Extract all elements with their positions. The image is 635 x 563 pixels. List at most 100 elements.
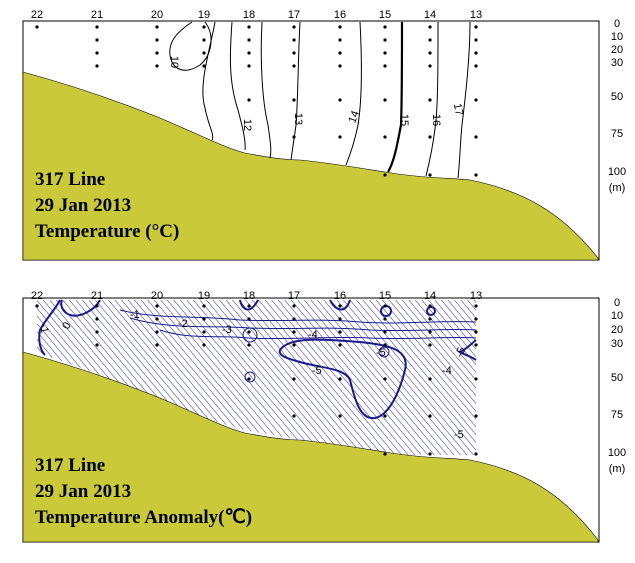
p1-station-label: 18 <box>243 9 255 21</box>
sample-dot <box>247 25 251 29</box>
panel1-depth-axis: 0 10 20 30 50 75 100 (m) <box>608 18 626 194</box>
sample-dot <box>383 452 387 456</box>
p1-station-label: 15 <box>379 9 391 21</box>
sample-dot <box>383 343 387 347</box>
sample-dot <box>338 343 342 347</box>
sample-dot <box>292 330 296 334</box>
sample-dot <box>247 38 251 42</box>
p2-contour-label: 0 <box>60 320 73 331</box>
sample-dot <box>474 64 478 68</box>
sample-dot <box>338 330 342 334</box>
p2-contour-label: -4 <box>442 365 452 377</box>
panel1-seafloor-land <box>22 71 599 261</box>
sample-dot <box>247 51 251 55</box>
panel2-sample-dots <box>35 304 478 456</box>
sample-dot <box>95 25 99 29</box>
sample-dot <box>428 343 432 347</box>
sample-dot <box>292 317 296 321</box>
sample-dot <box>292 304 296 308</box>
sample-dot <box>95 343 99 347</box>
panel1-sample-dots <box>35 25 478 177</box>
sample-dot <box>202 38 206 42</box>
p2-depth-unit: (m) <box>609 463 626 475</box>
sample-dot <box>292 414 296 418</box>
sample-dot <box>155 64 159 68</box>
p2-station-label: 13 <box>470 290 482 302</box>
sample-dot <box>247 317 251 321</box>
p2-contour-label: -5 <box>454 346 469 359</box>
sample-dot <box>383 317 387 321</box>
panel1-contour-labels: 10 12 13 14 15 16 17 <box>168 56 465 131</box>
sample-dot <box>338 38 342 42</box>
sample-dot <box>383 173 387 177</box>
panel2-seafloor-land <box>22 351 599 543</box>
sample-dot <box>95 317 99 321</box>
sample-dot <box>428 98 432 102</box>
p2-depth-tick: 75 <box>611 409 623 421</box>
sample-dot <box>338 25 342 29</box>
sample-dot <box>428 173 432 177</box>
sample-dot <box>428 25 432 29</box>
sample-dot <box>383 414 387 418</box>
p1-contour-label: 13 <box>292 113 304 125</box>
sample-dot <box>383 51 387 55</box>
sample-dot <box>155 317 159 321</box>
p1-station-label: 13 <box>470 9 482 21</box>
sample-dot <box>338 98 342 102</box>
sample-dot <box>428 317 432 321</box>
p1-station-label: 16 <box>334 9 346 21</box>
p1-station-label: 20 <box>151 9 163 21</box>
sample-dot <box>292 25 296 29</box>
sample-dot <box>292 98 296 102</box>
p1-contour-label: 10 <box>168 56 180 68</box>
sample-dot <box>202 304 206 308</box>
p2-contour-label: -5 <box>376 347 386 359</box>
sample-dot <box>474 135 478 139</box>
panel2-station-labels: 22 21 20 19 18 17 16 15 14 13 <box>31 290 482 302</box>
p1-title-line2: 29 Jan 2013 <box>35 195 131 216</box>
p1-depth-tick: 10 <box>611 31 623 43</box>
p2-station-label: 22 <box>31 290 43 302</box>
p2-station-label: 14 <box>424 290 436 302</box>
p1-station-label: 22 <box>31 9 43 21</box>
p1-depth-tick: 50 <box>611 91 623 103</box>
p2-depth-tick: 100 <box>608 447 626 459</box>
sample-dot <box>338 64 342 68</box>
sample-dot <box>247 330 251 334</box>
p1-title-line1: 317 Line <box>35 169 105 190</box>
sample-dot <box>155 51 159 55</box>
sample-dot <box>247 343 251 347</box>
p2-station-label: 20 <box>151 290 163 302</box>
panel2-depth-axis: 0 10 20 30 50 75 100 (m) <box>608 297 626 475</box>
p1-depth-tick: 0 <box>614 18 620 30</box>
p1-title-line3: Temperature (°C) <box>35 221 179 242</box>
sample-dot <box>428 414 432 418</box>
sample-dot <box>474 317 478 321</box>
p2-depth-tick: 20 <box>611 324 623 336</box>
sample-dot <box>474 330 478 334</box>
p1-depth-tick: 20 <box>611 44 623 56</box>
p1-depth-unit: (m) <box>609 182 626 194</box>
sample-dot <box>247 304 251 308</box>
sample-dot <box>292 51 296 55</box>
p2-depth-tick: 50 <box>611 372 623 384</box>
sample-dot <box>95 304 99 308</box>
p2-depth-tick: 10 <box>611 310 623 322</box>
sample-dot <box>474 377 478 381</box>
sample-dot <box>247 98 251 102</box>
p2-station-label: 19 <box>198 290 210 302</box>
sample-dot <box>428 64 432 68</box>
sample-dot <box>338 317 342 321</box>
sample-dot <box>155 330 159 334</box>
p2-station-label: 21 <box>91 290 103 302</box>
sample-dot <box>428 377 432 381</box>
sample-dot <box>247 64 251 68</box>
p2-station-label: 16 <box>334 290 346 302</box>
sample-dot <box>338 304 342 308</box>
p1-station-label: 19 <box>198 9 210 21</box>
sample-dot <box>474 414 478 418</box>
p1-contour-label: 16 <box>430 114 442 126</box>
p2-title-line1: 317 Line <box>35 455 105 476</box>
sample-dot <box>383 377 387 381</box>
p2-station-label: 15 <box>379 290 391 302</box>
